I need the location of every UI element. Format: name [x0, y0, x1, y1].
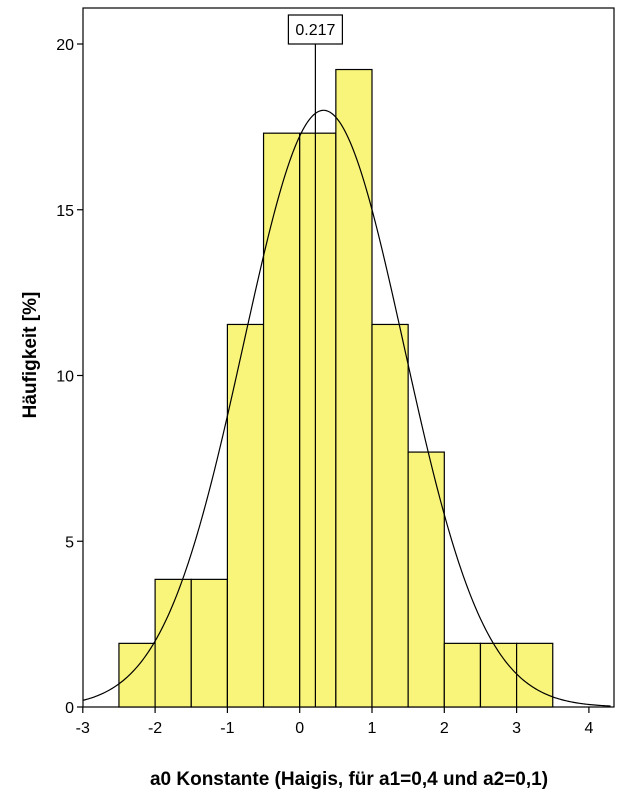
reference-label: 0.217 — [295, 22, 335, 39]
x-tick-label-1: -2 — [148, 720, 162, 737]
y-axis: 0 5 10 15 20 — [56, 37, 83, 717]
y-tick-label-2: 10 — [56, 369, 74, 386]
x-tick-label-6: 3 — [512, 720, 521, 737]
histogram-bar-0 — [118, 642, 156, 708]
x-tick-label-3: 0 — [295, 720, 304, 737]
reference-label-box — [287, 14, 343, 45]
x-axis-title: a0 Konstante (Haigis, für a1=0,4 und a2=… — [150, 769, 548, 790]
histogram-bar-6 — [335, 68, 373, 708]
histogram-bar-2 — [190, 578, 229, 708]
y-tick-label-1: 5 — [65, 534, 74, 551]
histogram-bar-1 — [154, 578, 192, 708]
x-axis: -3 -2 -1 0 1 2 3 4 — [76, 707, 593, 737]
x-tick-label-7: 4 — [584, 720, 593, 737]
y-tick-label-0: 0 — [65, 700, 74, 717]
x-tick-label-0: -3 — [76, 720, 90, 737]
histogram-bar-9 — [443, 642, 482, 708]
histogram-bar-11 — [515, 642, 554, 708]
histogram-bar-5 — [299, 132, 337, 708]
x-tick-label-2: -1 — [220, 720, 234, 737]
normal-curve — [82, 109, 611, 707]
y-axis-title: Häufigkeit [%] — [20, 292, 41, 419]
histogram-bar-3 — [226, 323, 265, 708]
histogram-bar-4 — [262, 132, 301, 708]
x-tick-label-4: 1 — [368, 720, 377, 737]
histogram-bar-10 — [479, 642, 518, 708]
histogram-bar-7 — [371, 323, 409, 708]
y-tick-label-3: 15 — [56, 203, 74, 220]
y-tick-label-4: 20 — [56, 37, 74, 54]
x-tick-label-5: 2 — [440, 720, 449, 737]
histogram-bar-8 — [407, 451, 445, 708]
